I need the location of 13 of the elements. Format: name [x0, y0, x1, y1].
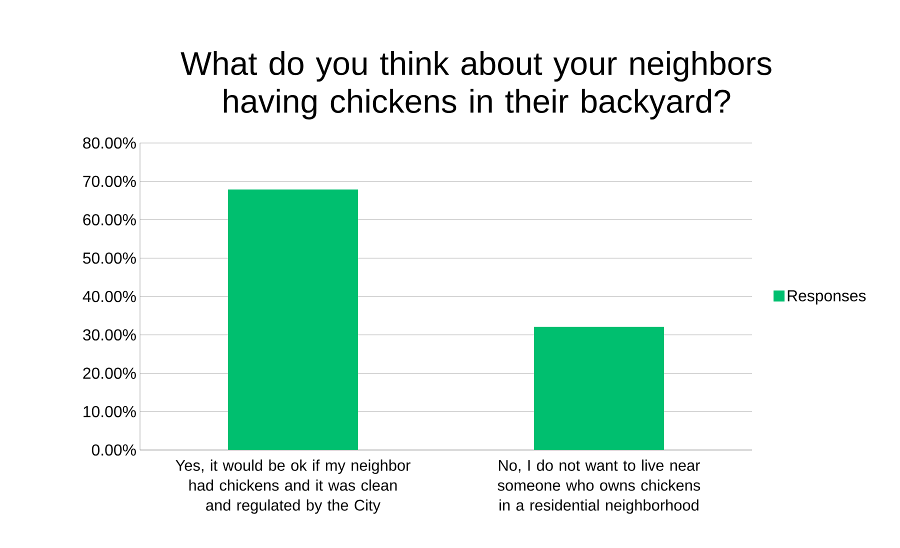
y-tick-label: 30.00% [83, 329, 136, 341]
y-tick-label: 50.00% [83, 252, 136, 264]
chart-title: What do you think about your neighbors having chickens in their backyard? [180, 51, 772, 120]
y-tick-label: 20.00% [83, 368, 136, 379]
x-tick-label: Yes, it would be ok if my neighbor had chickens and it was clean and regulated by the City [176, 460, 410, 514]
x-tick-label: No, I do not want to live near someone who owns chickens in a residential neighborhood [498, 460, 700, 514]
legend-label: Responses [788, 290, 866, 305]
y-tick-label: 60.00% [83, 214, 136, 226]
y-tick-label: 0.00% [92, 444, 136, 456]
y-tick-label: 70.00% [83, 176, 136, 188]
y-tick-label: 40.00% [82, 290, 136, 302]
y-tick-label: 80.00% [83, 137, 136, 149]
y-tick-label: 10.00% [84, 406, 136, 418]
